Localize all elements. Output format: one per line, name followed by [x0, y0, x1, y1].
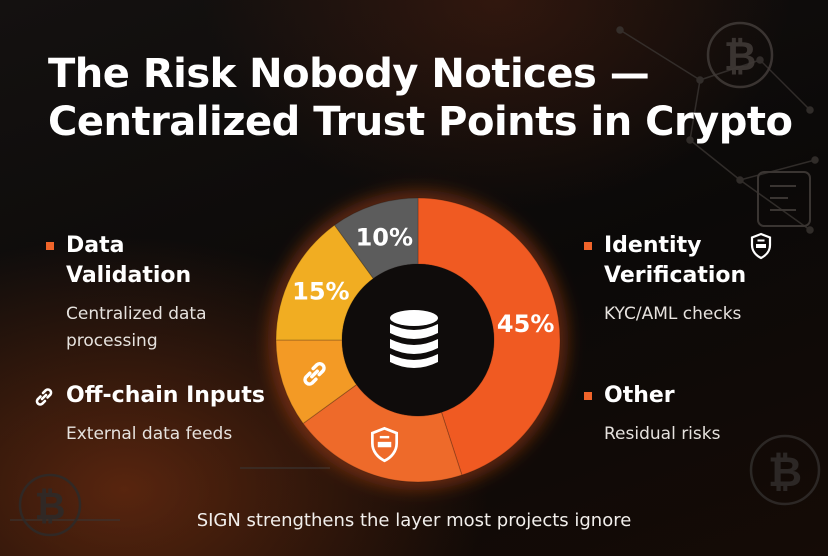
heading-line: Validation	[66, 263, 192, 288]
legend-data-validation: Data Validation Centralized data process…	[46, 231, 207, 355]
slice-label-4: 10%	[356, 223, 413, 251]
heading-line: Data	[66, 233, 125, 258]
shield-check-icon	[750, 232, 772, 260]
title-line-2: Centralized Trust Points in Crypto	[48, 99, 793, 145]
legend-marker	[584, 242, 592, 250]
heading-line: Other	[604, 383, 675, 408]
chain-link-icon	[303, 362, 326, 386]
heading-line: Identity	[604, 233, 702, 258]
legend-heading: Off-chain Inputs	[35, 381, 265, 411]
legend-heading: Data Validation	[46, 231, 207, 291]
chain-link-icon	[35, 388, 53, 406]
legend-other: Other Residual risks	[584, 381, 720, 448]
heading-line: Verification	[604, 263, 747, 288]
legend-offchain-inputs: Off-chain Inputs External data feeds	[35, 381, 265, 448]
title-line-1: The Risk Nobody Notices —	[48, 51, 650, 97]
desc-line: processing	[66, 331, 158, 351]
legend-marker	[584, 392, 592, 400]
slice-label-0: 45%	[497, 310, 554, 338]
legend-marker	[46, 242, 54, 250]
legend-description: Residual risks	[604, 421, 720, 448]
desc-line: Residual risks	[604, 424, 721, 444]
desc-line: KYC/AML checks	[604, 304, 742, 324]
legend-heading: Other	[584, 381, 720, 411]
legend-description: Centralized data processing	[66, 301, 207, 355]
desc-line: Centralized data	[66, 304, 207, 324]
heading-line: Off-chain Inputs	[66, 383, 265, 408]
legend-description: KYC/AML checks	[604, 301, 746, 328]
legend-heading: Identity Verification	[584, 231, 772, 291]
donut-hole	[342, 264, 494, 416]
database-icon	[390, 310, 438, 368]
footer-tagline: SIGN strengthens the layer most projects…	[196, 510, 632, 531]
shield-check-icon	[371, 426, 399, 463]
desc-line: External data feeds	[66, 424, 233, 444]
page-title: The Risk Nobody Notices — Centralized Tr…	[48, 50, 793, 146]
slice-label-3: 15%	[292, 278, 349, 306]
legend-description: External data feeds	[66, 421, 265, 448]
legend-identity-verification: Identity Verification KYC/AML checks	[584, 231, 772, 328]
